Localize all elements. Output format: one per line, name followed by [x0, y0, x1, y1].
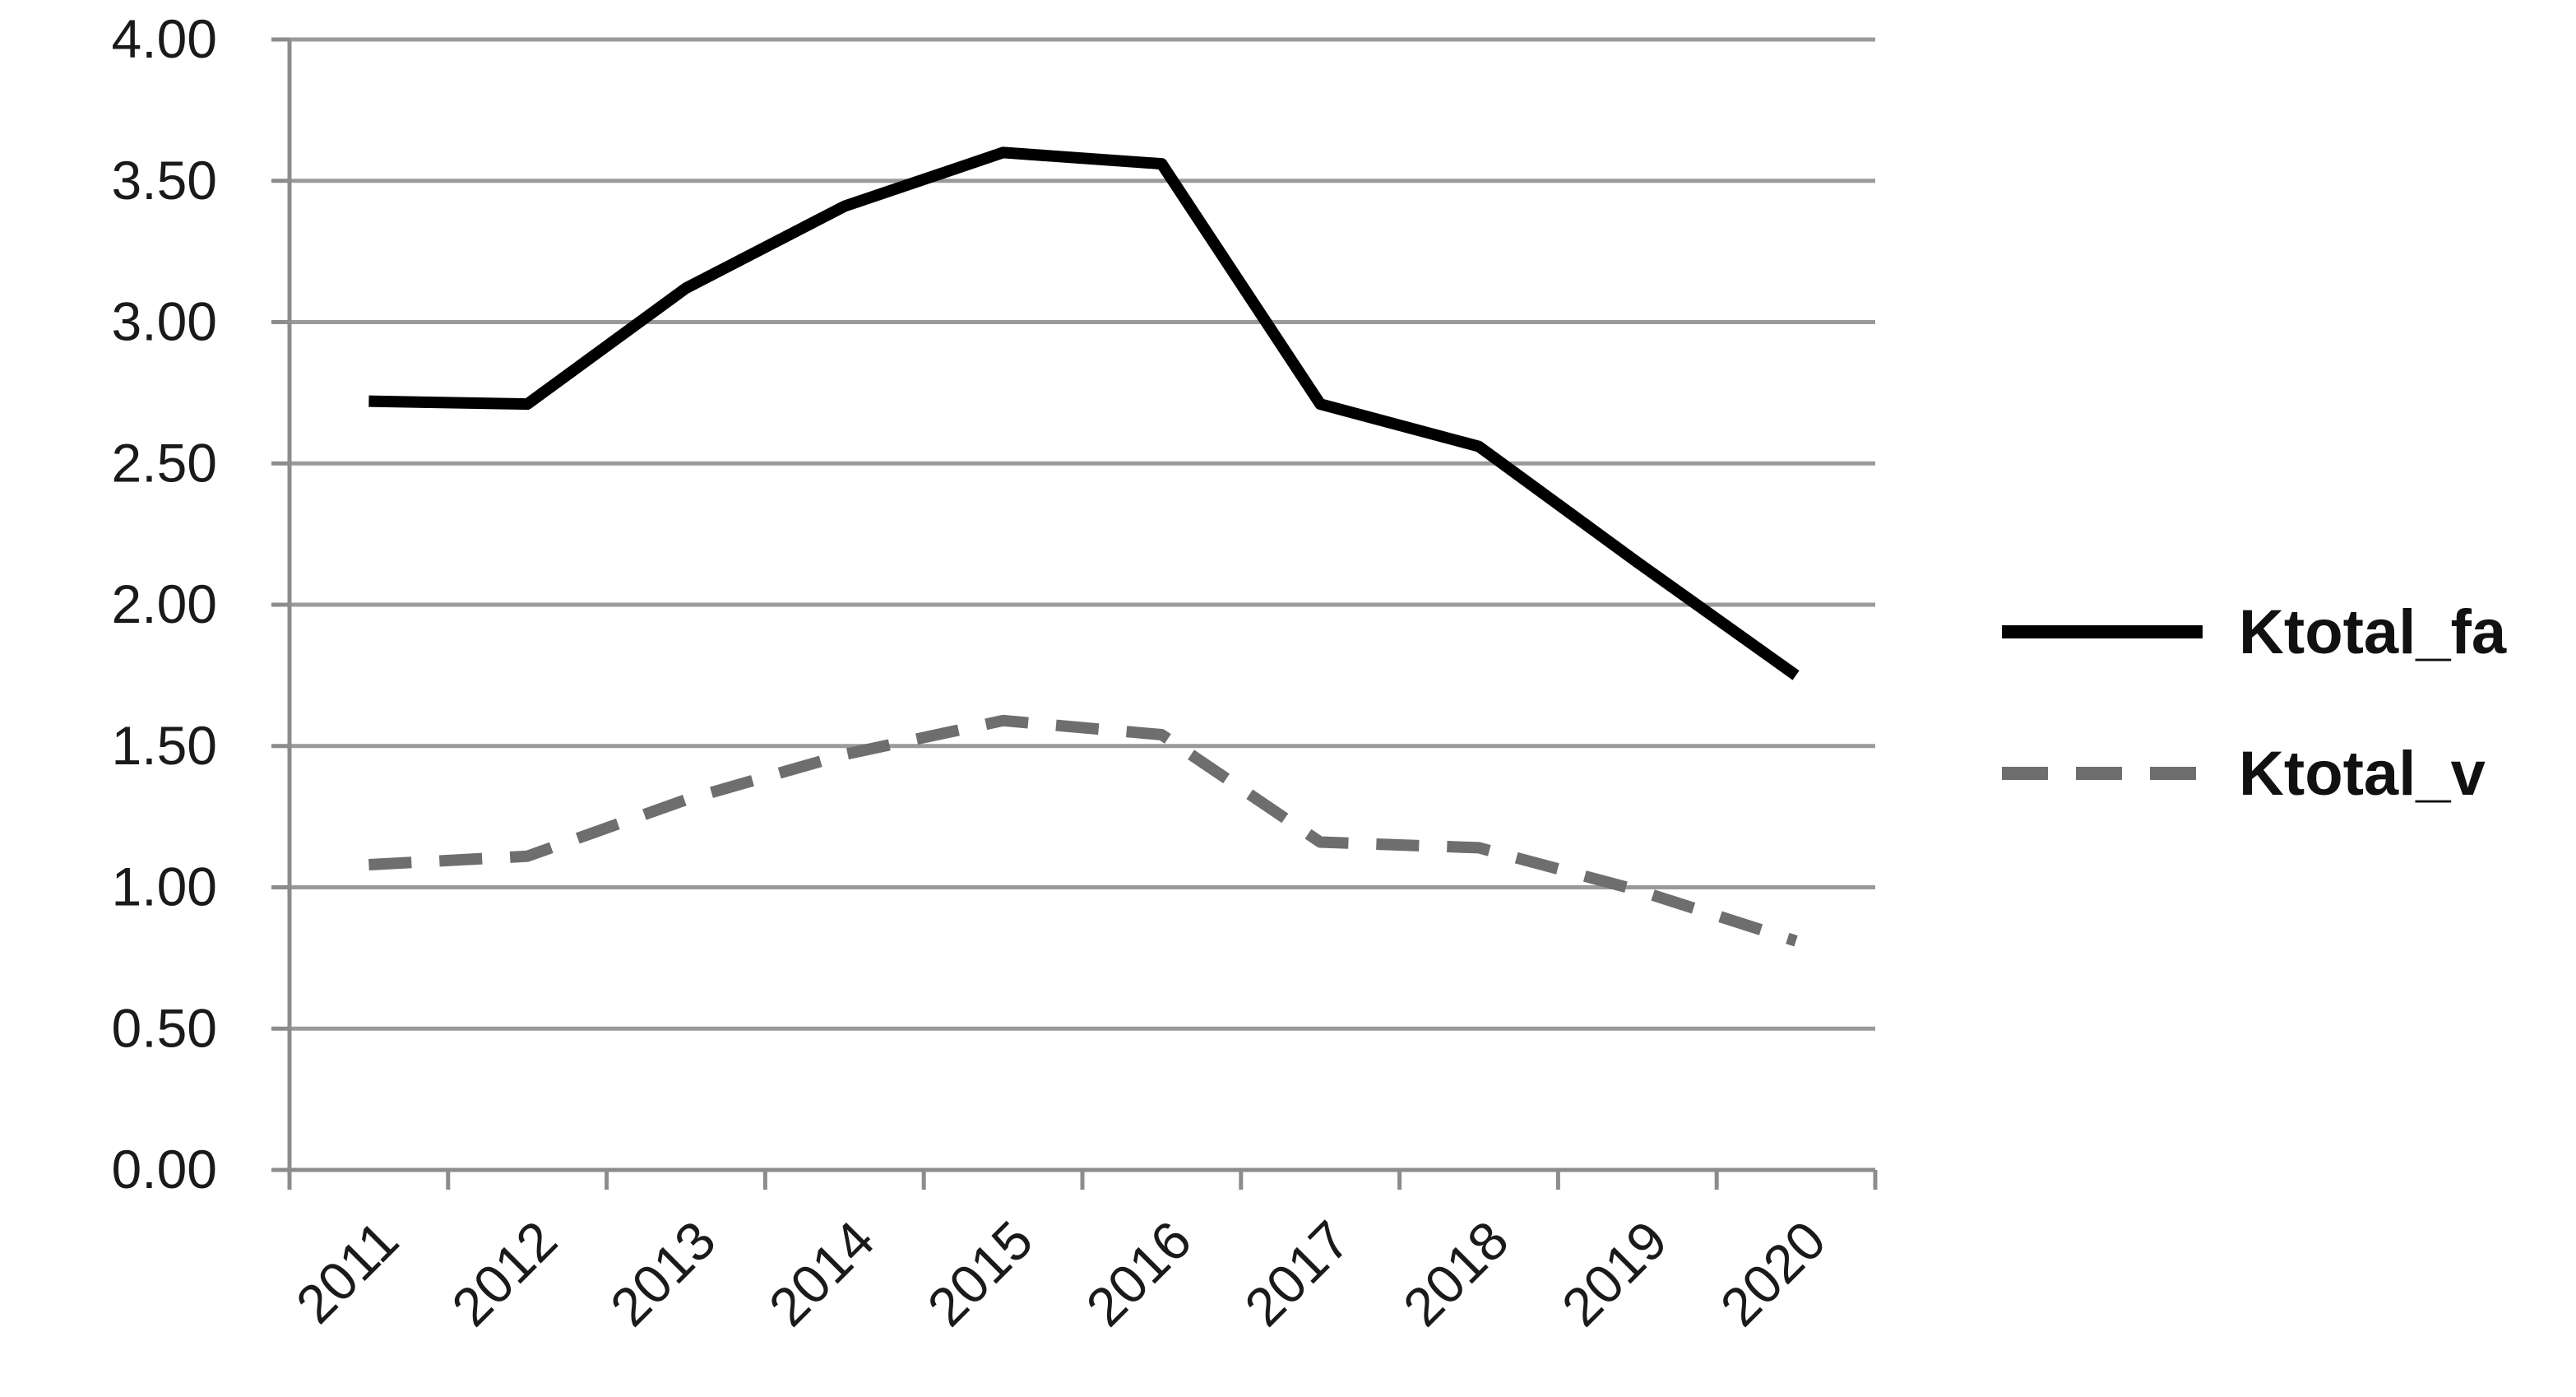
y-tick-label: 0.50	[112, 997, 217, 1058]
x-tick-label: 2012	[440, 1209, 568, 1338]
y-tick-label: 2.00	[112, 573, 217, 634]
y-tick-label: 2.50	[112, 432, 217, 493]
x-tick-labels: 2011 2012 2013 2014 2015 2016 2017 2018 2019 2020	[285, 1209, 1837, 1338]
x-tick-label: 2011	[285, 1209, 410, 1335]
series-line-ktotal-fa	[368, 146, 1800, 680]
x-tick-label: 2017	[1233, 1209, 1361, 1338]
series-lines	[368, 146, 1800, 947]
legend: Ktotal_fa Ktotal_v	[2002, 597, 2507, 809]
y-tick-label: 1.00	[112, 856, 217, 917]
x-tick-label: 2020	[1708, 1209, 1837, 1338]
y-tick-label: 4.00	[112, 8, 217, 69]
series-line-ktotal-v	[368, 714, 1798, 947]
x-tick-label: 2016	[1074, 1209, 1202, 1338]
y-tick-label: 1.50	[112, 715, 217, 776]
x-tick-label: 2015	[915, 1209, 1044, 1338]
axes	[271, 37, 1878, 1190]
x-tick-label: 2019	[1550, 1209, 1679, 1338]
y-tick-label: 0.00	[112, 1139, 217, 1200]
legend-label: Ktotal_fa	[2239, 597, 2507, 667]
y-tick-label: 3.00	[112, 291, 217, 352]
y-tick-label: 3.50	[112, 150, 217, 211]
legend-label: Ktotal_v	[2239, 739, 2486, 809]
y-tick-labels: 0.00 0.50 1.00 1.50 2.00 2.50 3.00 3.50 4.00	[112, 8, 217, 1200]
x-tick-label: 2014	[758, 1209, 886, 1338]
x-tick-label: 2018	[1392, 1209, 1520, 1338]
grid-lines	[290, 37, 1875, 1031]
x-tick-label: 2013	[599, 1209, 727, 1338]
